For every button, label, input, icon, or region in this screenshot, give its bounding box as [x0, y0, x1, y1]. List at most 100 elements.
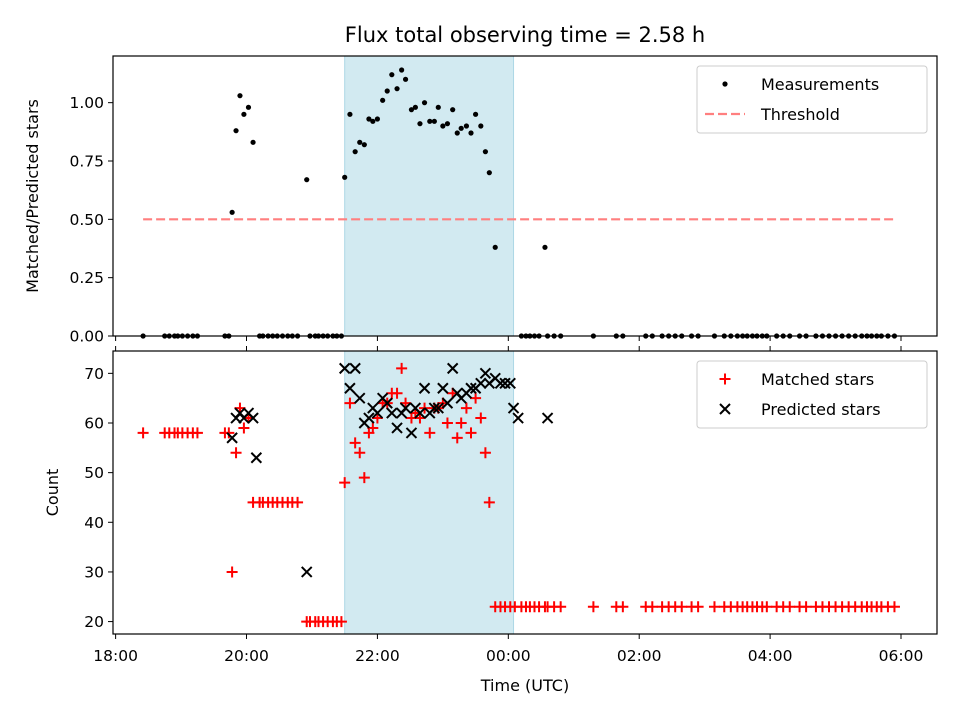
- predicted-stars-point: [541, 412, 554, 424]
- predicted-stars-point: [437, 382, 449, 394]
- measurements-point: [542, 244, 548, 250]
- measurements-point: [440, 123, 446, 129]
- matched-stars-point: [587, 601, 599, 613]
- matched-stars-point: [292, 496, 304, 508]
- predicted-stars-point: [226, 432, 238, 444]
- matched-stars-point: [230, 447, 242, 459]
- measurements-point: [435, 104, 441, 110]
- measurements-point: [427, 118, 433, 124]
- matched-stars-point: [888, 601, 900, 613]
- matched-stars-point: [676, 601, 688, 613]
- measurements-point: [233, 128, 239, 134]
- matched-stars-point: [455, 417, 467, 429]
- matched-stars-point: [708, 601, 720, 613]
- legend-handle-predicted-stars: [719, 403, 731, 415]
- matched-stars-point: [396, 362, 408, 374]
- predicted-stars-point: [301, 566, 313, 578]
- matched-stars-point: [617, 601, 629, 613]
- predicted-stars-point: [354, 392, 366, 404]
- matched-stars-point: [223, 427, 235, 439]
- predicted-stars-point: [465, 382, 477, 394]
- top-panel-ratio: 0.00 0.25 0.50 0.75 1.00 Matched/Predicted st…: [23, 55, 938, 351]
- x-tick-label: 18:00: [93, 647, 138, 665]
- predicted-stars-point: [371, 407, 384, 419]
- x-tick-label: 22:00: [355, 647, 400, 665]
- predicted-stars-point: [386, 407, 398, 419]
- matched-stars-point: [451, 432, 463, 444]
- predicted-stars-point: [338, 362, 351, 375]
- measurements-point: [402, 76, 409, 82]
- predicted-stars-point: [247, 412, 259, 424]
- predicted-stars-point: [414, 407, 426, 419]
- matched-stars-point: [349, 437, 361, 449]
- measurements-point: [468, 130, 474, 136]
- x-tick-label: 04:00: [748, 647, 793, 665]
- y-tick-label-count: 30: [84, 563, 104, 581]
- predicted-stars-point: [344, 382, 356, 394]
- measurements-point: [357, 139, 363, 145]
- measurements-point: [472, 111, 479, 117]
- measurements-point: [374, 116, 381, 122]
- bottom-panel-count: 20 30 40 50 60 70 18:00 20:00 22:00 00:00 02:00 04:…: [43, 350, 938, 665]
- y-tick-label-ratio: 0.50: [69, 211, 104, 229]
- measurements-point: [444, 121, 451, 127]
- matched-stars-point: [391, 387, 403, 399]
- measurements-point: [482, 149, 489, 155]
- measurements-point: [380, 97, 386, 103]
- matched-stars-point: [479, 447, 491, 459]
- measurements-point: [361, 142, 367, 148]
- predicted-stars-point: [250, 452, 263, 464]
- predicted-stars-point: [507, 402, 520, 414]
- legend-ratio: Measurements Threshold: [696, 65, 928, 134]
- matched-stars-point: [339, 477, 351, 489]
- axes-frame-count: [112, 350, 938, 635]
- matched-stars-point: [344, 397, 356, 409]
- measurements-point: [458, 125, 464, 131]
- predicted-stars-point: [418, 382, 431, 394]
- measurements-point: [370, 118, 376, 124]
- matched-stars-point: [226, 566, 238, 578]
- legend-label-measurements: Measurements: [761, 75, 879, 94]
- measurements-point: [241, 111, 247, 117]
- measurements-point: [408, 107, 415, 113]
- matched-stars-point: [460, 402, 472, 414]
- measurements-point: [352, 149, 358, 155]
- measurements-point: [478, 123, 484, 129]
- chart-title: Flux total observing time = 2.58 h: [345, 23, 705, 47]
- measurements-point: [431, 118, 437, 124]
- y-tick-label-count: 60: [84, 414, 104, 432]
- measurements-point: [486, 170, 492, 176]
- measurements-point: [417, 121, 423, 127]
- legend-box-ratio: [696, 65, 928, 134]
- matched-stars-point: [784, 601, 796, 613]
- y-tick-label-ratio: 0.00: [69, 328, 104, 346]
- legend-handle-matched-stars: [719, 373, 731, 385]
- legend-label-threshold: Threshold: [760, 105, 840, 124]
- matched-stars-point: [483, 496, 495, 508]
- measurements-point: [389, 72, 395, 78]
- predicted-stars-point: [363, 412, 375, 424]
- predicted-stars-point: [405, 427, 418, 439]
- x-tick-label: 00:00: [486, 647, 531, 665]
- predicted-stars-point: [512, 412, 524, 424]
- y-tick-label-count: 70: [84, 365, 104, 383]
- predicted-stars-point: [494, 377, 507, 389]
- y-axis-label-count: Count: [43, 469, 62, 517]
- x-axis-label: Time (UTC): [480, 676, 569, 695]
- predicted-stars-point: [432, 402, 444, 414]
- matched-stars-point: [191, 427, 203, 439]
- matched-stars-point: [475, 412, 487, 424]
- matched-stars-point: [354, 447, 366, 459]
- legend-count: Matched stars Predicted stars: [696, 360, 928, 429]
- measurements-point: [394, 86, 400, 92]
- measurements-point: [384, 88, 390, 94]
- measurements-point: [492, 244, 498, 250]
- matched-stars-point: [692, 601, 704, 613]
- measurements-point: [250, 139, 256, 145]
- y-tick-label-count: 40: [84, 514, 104, 532]
- measurements-point: [463, 123, 470, 129]
- predicted-stars-point: [428, 402, 441, 414]
- matched-stars-point: [555, 601, 567, 613]
- measurements-point: [421, 100, 428, 106]
